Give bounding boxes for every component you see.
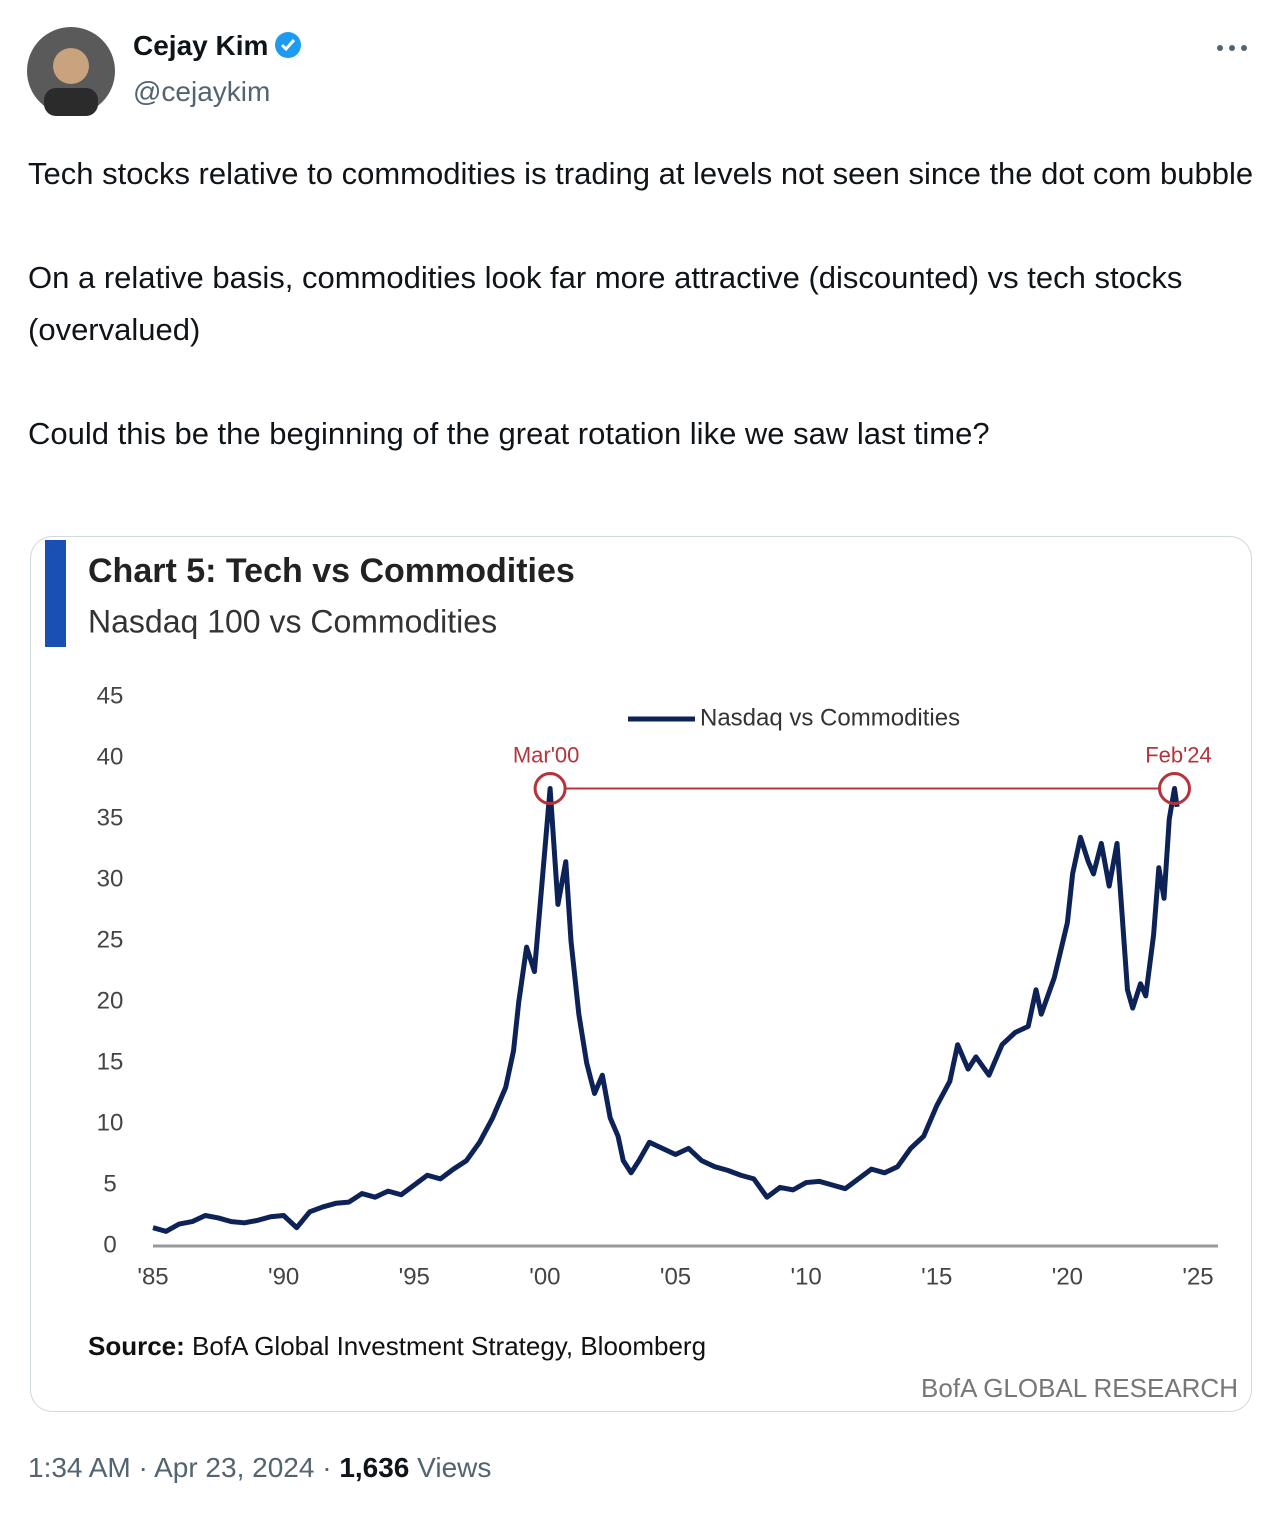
author-handle[interactable]: @cejaykim: [133, 76, 271, 107]
annotation-circle: [533, 772, 567, 805]
separator: ·: [322, 1452, 332, 1483]
paragraph: On a relative basis, commodities look fa…: [28, 260, 1183, 347]
series-line: [152, 786, 1180, 1234]
tweet-text: Tech stocks relative to commodities is t…: [28, 148, 1256, 512]
author-name[interactable]: Cejay Kim: [133, 30, 302, 62]
verified-badge: [275, 32, 302, 58]
legend-label: Nasdaq vs Commodities: [700, 704, 960, 731]
annotation-label: Feb'24: [1145, 742, 1212, 767]
more-menu[interactable]: [1214, 40, 1250, 56]
x-tick-label: '15: [921, 1263, 952, 1290]
y-tick-label: 15: [97, 1048, 124, 1075]
author-name-text: Cejay Kim: [133, 30, 269, 61]
source-label: Source:: [88, 1331, 185, 1361]
chart-subtitle: Nasdaq 100 vs Commodities: [88, 603, 497, 639]
y-tick-label: 35: [97, 804, 124, 831]
chart-title: Chart 5: Tech vs Commodities: [88, 552, 575, 590]
x-tick-label: '95: [399, 1263, 430, 1290]
annotation-label: Mar'00: [513, 742, 580, 767]
annotation-circle: [1157, 772, 1191, 805]
y-tick-label: 10: [97, 1109, 124, 1136]
source-text: BofA Global Investment Strategy, Bloombe…: [192, 1331, 706, 1361]
y-tick-label: 25: [97, 926, 124, 953]
y-tick-label: 0: [103, 1231, 116, 1258]
views-label: Views: [417, 1452, 492, 1483]
x-tick-label: '90: [268, 1263, 299, 1290]
y-tick-label: 30: [97, 865, 124, 892]
date[interactable]: Apr 23, 2024: [154, 1452, 315, 1483]
x-tick-label: '25: [1182, 1263, 1213, 1290]
source: Source: BofA Global Investment Strategy,…: [88, 1331, 706, 1361]
x-tick-label: '10: [790, 1263, 821, 1290]
paragraph: Tech stocks relative to commodities is t…: [28, 156, 1254, 191]
separator: ·: [138, 1452, 148, 1483]
x-tick-label: '20: [1052, 1263, 1083, 1290]
chart-card[interactable]: Chart 5: Tech vs Commodities Nasdaq 100 …: [30, 536, 1252, 1412]
avatar[interactable]: [26, 26, 116, 116]
x-tick-label: '85: [137, 1263, 168, 1290]
brand: BofA GLOBAL RESEARCH: [921, 1373, 1238, 1403]
x-tick-label: '00: [529, 1263, 560, 1290]
y-tick-label: 45: [97, 682, 124, 709]
y-tick-label: 20: [97, 987, 124, 1014]
paragraph: Could this be the beginning of the great…: [28, 416, 990, 451]
time[interactable]: 1:34 AM: [28, 1452, 131, 1483]
y-tick-label: 40: [97, 743, 124, 770]
y-tick-label: 5: [103, 1170, 116, 1197]
footer: 1:34 AM · Apr 23, 2024 · 1,636 Views: [28, 1452, 491, 1484]
x-tick-label: '05: [660, 1263, 691, 1290]
views-count: 1,636: [339, 1452, 410, 1483]
